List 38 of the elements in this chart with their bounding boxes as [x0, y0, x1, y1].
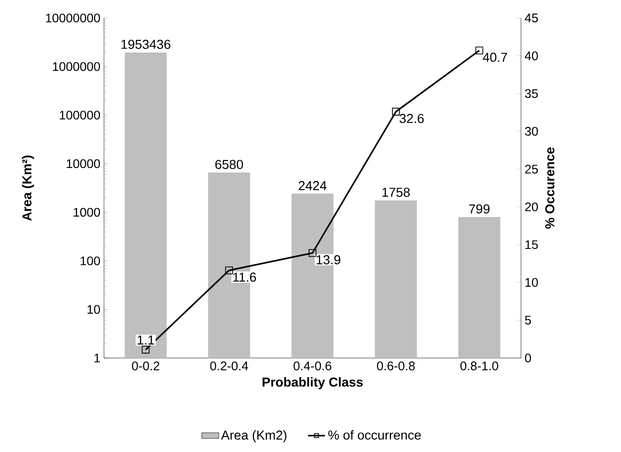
y2-tick-label: 0	[525, 354, 531, 362]
y-tick-label: 1000000	[52, 62, 100, 71]
y2-tick-label: 40	[524, 51, 538, 60]
data-label: 6580	[215, 160, 243, 170]
y-tick-label: 10000000	[46, 14, 100, 22]
y-tick-label: 1	[94, 354, 100, 362]
x-tick-label: 0.4-0.6	[294, 362, 332, 370]
x-axis-title: Probablity Class	[262, 377, 363, 390]
x-tick-label: 0-0.2	[132, 362, 160, 370]
y2-tick-label: 15	[525, 240, 538, 250]
y2-tick-label: 20	[525, 202, 538, 212]
data-label: 32.6	[400, 114, 424, 124]
data-label: 40.7	[482, 52, 508, 62]
y2-tick-label: 25	[525, 164, 538, 174]
y2-tick-label: 35	[524, 89, 538, 98]
y2-tick-label: 5	[525, 316, 531, 325]
y-tick-label: 10	[88, 305, 100, 314]
y-tick-label: 100	[80, 256, 100, 266]
x-tick-label: 0.8-1.0	[460, 362, 498, 370]
y2-tick-label: 45	[524, 14, 538, 22]
data-label: 11.6	[233, 272, 256, 282]
legend-label: Area (Km2)	[221, 430, 286, 442]
y2-axis-title: % Occurence	[545, 147, 554, 229]
data-label: 13.9	[316, 255, 340, 264]
y-tick-label: 100000	[60, 110, 100, 120]
y-tick-label: 1000	[74, 208, 100, 217]
legend-label: % of occurrence	[328, 430, 421, 440]
x-tick-label: 0.6-0.8	[377, 362, 415, 370]
data-label: 2424	[298, 181, 327, 190]
data-label: 799	[469, 204, 490, 214]
y2-tick-label: 10	[525, 278, 538, 287]
y-tick-label: 10000	[66, 159, 100, 168]
data-label: 1953436	[121, 40, 170, 49]
x-tick-label: 0.2-0.4	[210, 362, 248, 370]
y2-tick-label: 30	[524, 126, 538, 136]
data-label: 1758	[382, 188, 410, 197]
y-axis-title: Area (Km²)	[22, 156, 34, 221]
data-label: 1.1	[138, 336, 154, 344]
